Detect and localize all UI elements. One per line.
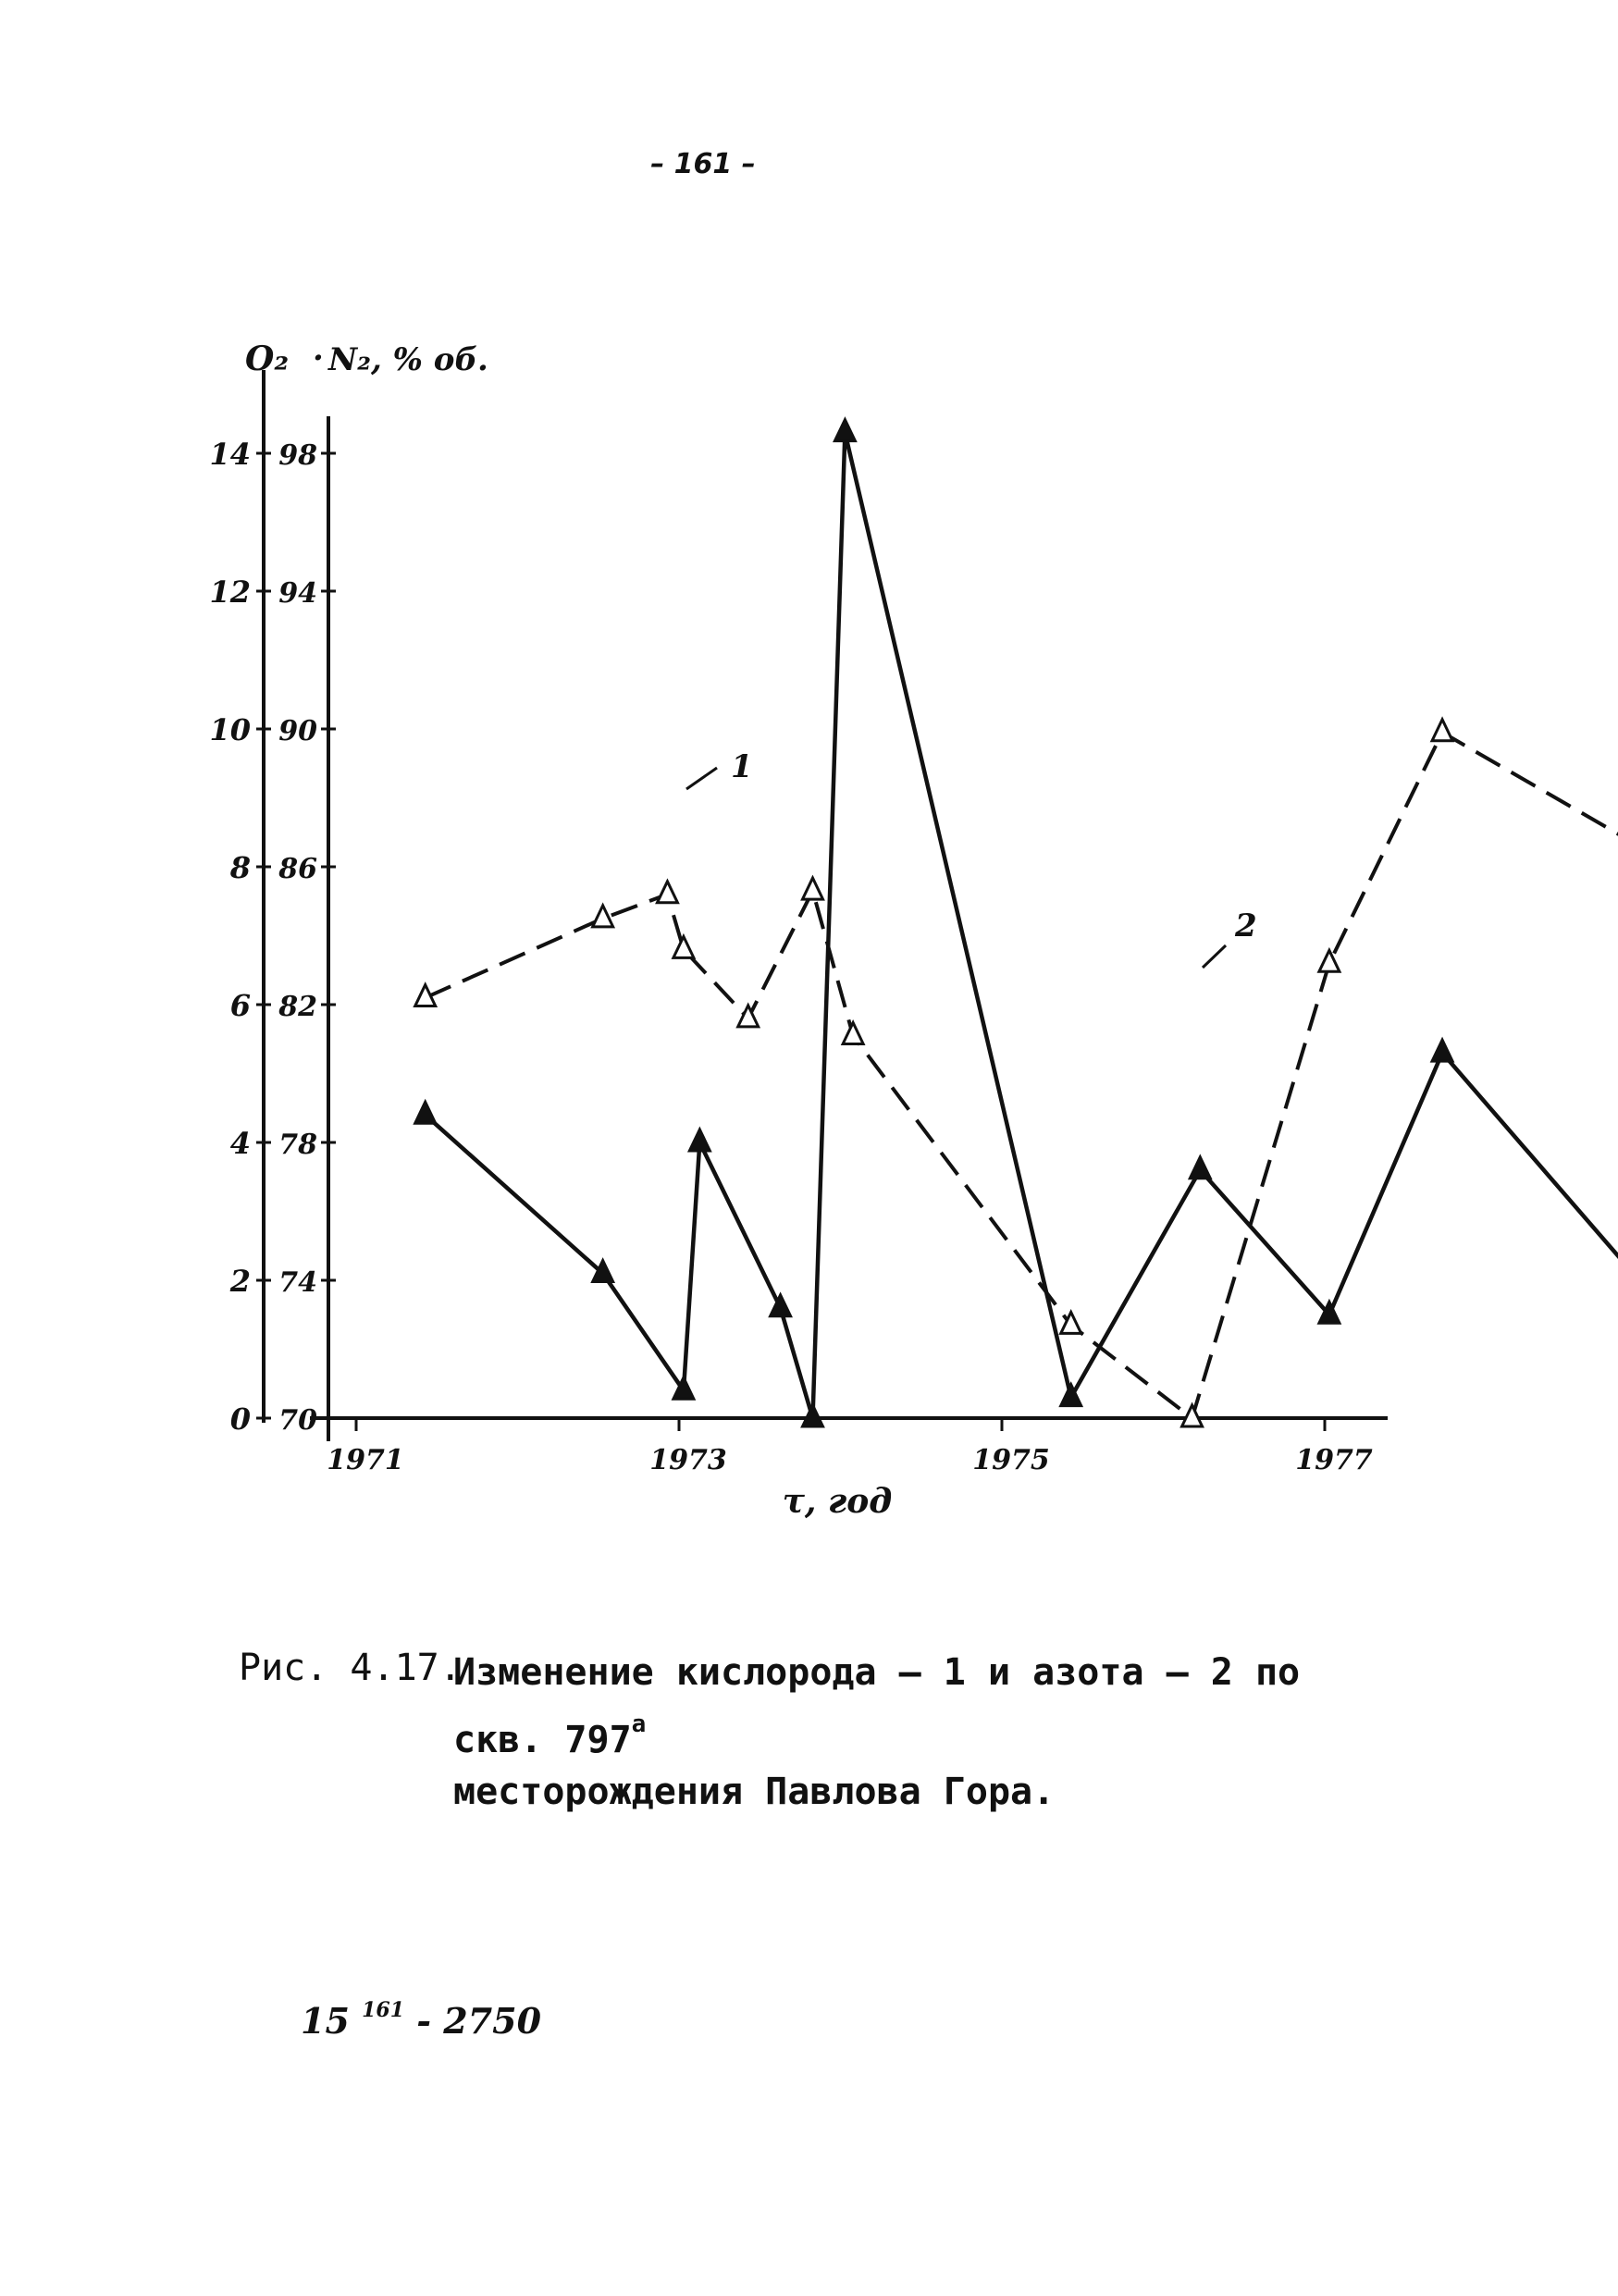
series-point-2 [1429, 716, 1455, 743]
series-line-2 [424, 730, 1618, 1420]
figure-caption: Изменение кислорода – 1 и азота – 2 по с… [453, 1647, 1378, 1818]
y-right-tick-label: 90 [278, 715, 317, 747]
series-point-1 [1429, 1036, 1455, 1063]
y-axis-label-separator: · [313, 339, 324, 376]
figure-label: Рис. 4.17. [239, 1647, 462, 1689]
x-axis-label: τ, год [783, 1482, 893, 1521]
series-point-1 [833, 416, 858, 443]
chart-axes [262, 370, 1388, 1441]
y-right-tick-label: 70 [278, 1404, 317, 1437]
y-axis-label-left: O₂ [245, 339, 289, 378]
archive-note-mid: 161 [362, 1998, 405, 2022]
series-point-1 [1316, 1298, 1342, 1325]
series-point-2 [1180, 1401, 1204, 1428]
series-point-1 [1187, 1154, 1213, 1180]
x-tick-label: 1973 [649, 1444, 727, 1476]
y-left-tick-label: 2 [229, 1264, 251, 1299]
series-point-2 [1058, 1308, 1084, 1335]
y-axis-label-right: N₂, % об. [327, 341, 488, 378]
y-right-tick-label: 82 [278, 991, 317, 1023]
y-right-tick-label: 78 [278, 1129, 317, 1161]
series-line-1 [424, 430, 1618, 1421]
y-left-tick-label: 0 [230, 1401, 251, 1437]
series-point-2 [655, 878, 680, 905]
series-point-2 [590, 902, 616, 929]
series-point-1 [768, 1291, 793, 1318]
series-point-1 [590, 1257, 616, 1284]
archive-note-left: 15 [301, 2000, 350, 2042]
x-tick-label: 1975 [972, 1444, 1050, 1476]
series-1 [413, 416, 1618, 1428]
series-2 [413, 716, 1618, 1428]
caption-line-2: месторождения Павлова Гора. [453, 1771, 1056, 1813]
series-point-2 [735, 1002, 761, 1029]
series-point-2 [800, 874, 825, 901]
annotation-leader-2 [1201, 944, 1228, 969]
y-left-tick-label: 6 [230, 988, 251, 1023]
y-left-tick-label: 8 [229, 850, 251, 885]
annotation-leader-1 [685, 766, 718, 791]
series-point-2 [413, 981, 438, 1008]
y-right-tick-label: 98 [278, 439, 317, 472]
series-point-1 [671, 1374, 697, 1401]
annotation-label-2: 2 [1234, 907, 1257, 944]
series-point-2 [840, 1019, 866, 1046]
y-left-tick-label: 14 [209, 437, 251, 472]
series-point-1 [686, 1126, 712, 1153]
x-tick-label: 1971 [327, 1444, 404, 1476]
annotation-label-1: 1 [731, 748, 753, 785]
series-point-1 [1058, 1381, 1084, 1408]
archive-note: 15 161 - 2750 [301, 1998, 541, 2042]
series-point-1 [800, 1401, 825, 1428]
y-right-tick-label: 94 [278, 577, 317, 610]
series-point-2 [1316, 946, 1342, 973]
caption-line-1: Изменение кислорода – 1 и азота – 2 по с… [453, 1651, 1301, 1761]
chart-series [413, 416, 1618, 1428]
y-left-tick-label: 10 [209, 712, 251, 747]
series-point-1 [413, 1098, 438, 1125]
x-tick-label: 1977 [1295, 1444, 1373, 1476]
page-number: – 161 – [650, 148, 756, 180]
y-left-tick-label: 12 [209, 574, 251, 610]
y-right-tick-label: 74 [278, 1266, 317, 1299]
y-left-tick-label: 4 [230, 1126, 251, 1161]
chart-labels: O₂ · N₂, % об. τ, год 1 2 [245, 339, 1257, 1521]
series-point-2 [671, 932, 697, 959]
archive-note-right: - 2750 [416, 2000, 542, 2042]
caption-superscript: а [631, 1710, 647, 1738]
y-right-tick-label: 86 [278, 853, 317, 885]
